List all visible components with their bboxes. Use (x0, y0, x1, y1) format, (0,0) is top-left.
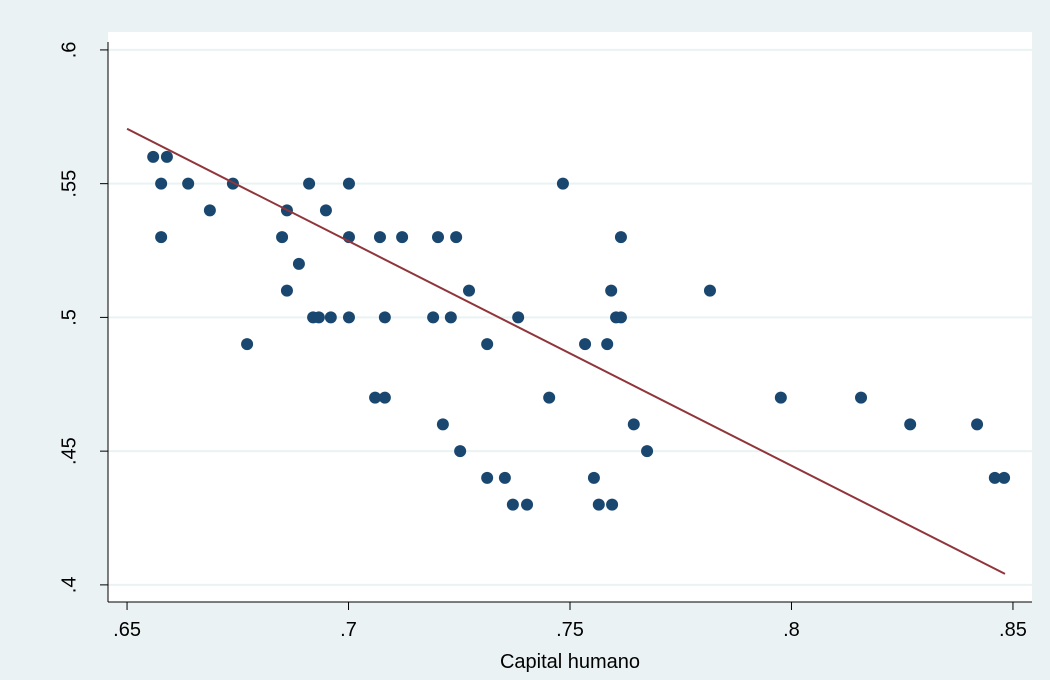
point (373, 231, 386, 244)
y-tick-label: .6 (58, 42, 80, 59)
point (592, 498, 605, 511)
point (998, 471, 1011, 484)
point (627, 418, 640, 431)
point (556, 177, 569, 190)
point (605, 284, 618, 297)
point (481, 338, 494, 351)
point (587, 471, 600, 484)
point (155, 231, 168, 244)
point (521, 498, 534, 511)
point (988, 471, 1001, 484)
point (319, 204, 332, 217)
point (454, 445, 467, 458)
point (614, 231, 627, 244)
point (436, 418, 449, 431)
y-tick-label: .4 (58, 577, 80, 594)
point (904, 418, 917, 431)
point (396, 231, 409, 244)
point (614, 311, 627, 324)
point (182, 177, 195, 190)
x-tick-label: .7 (340, 619, 357, 641)
point (324, 311, 337, 324)
point (498, 471, 511, 484)
x-tick-label: .85 (999, 619, 1027, 641)
point (774, 391, 787, 404)
x-tick-label: .75 (556, 619, 584, 641)
point (971, 418, 984, 431)
point (303, 177, 316, 190)
point (506, 498, 519, 511)
point (342, 177, 355, 190)
y-tick-label: .55 (58, 170, 80, 198)
y-tick-label: .45 (58, 437, 80, 465)
point (312, 311, 325, 324)
point (378, 391, 391, 404)
point (276, 231, 289, 244)
fit-line (126, 127, 1006, 575)
point (155, 177, 168, 190)
point (543, 391, 556, 404)
point (579, 338, 592, 351)
point (147, 150, 160, 163)
point (203, 204, 216, 217)
x-tick-label: .65 (113, 619, 141, 641)
x-tick-label: .8 (783, 619, 800, 641)
point (280, 284, 293, 297)
point (292, 257, 305, 270)
point (450, 231, 463, 244)
point (241, 338, 254, 351)
x-axis-label: Capital humano (500, 651, 640, 673)
point (369, 391, 382, 404)
point (855, 391, 868, 404)
point (444, 311, 457, 324)
point (160, 150, 173, 163)
y-tick-label: .5 (58, 309, 80, 326)
point (427, 311, 440, 324)
point (606, 498, 619, 511)
point (432, 231, 444, 244)
point (641, 445, 654, 458)
point (481, 471, 494, 484)
point (463, 284, 476, 297)
point (378, 311, 391, 324)
point (512, 311, 525, 324)
point (703, 284, 716, 297)
point (342, 311, 355, 324)
point (601, 338, 614, 351)
